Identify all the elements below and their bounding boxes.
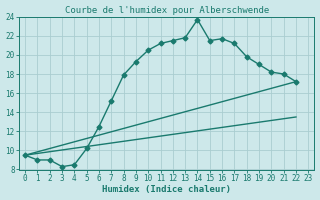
Title: Courbe de l'humidex pour Alberschwende: Courbe de l'humidex pour Alberschwende: [65, 6, 269, 15]
X-axis label: Humidex (Indice chaleur): Humidex (Indice chaleur): [102, 185, 231, 194]
